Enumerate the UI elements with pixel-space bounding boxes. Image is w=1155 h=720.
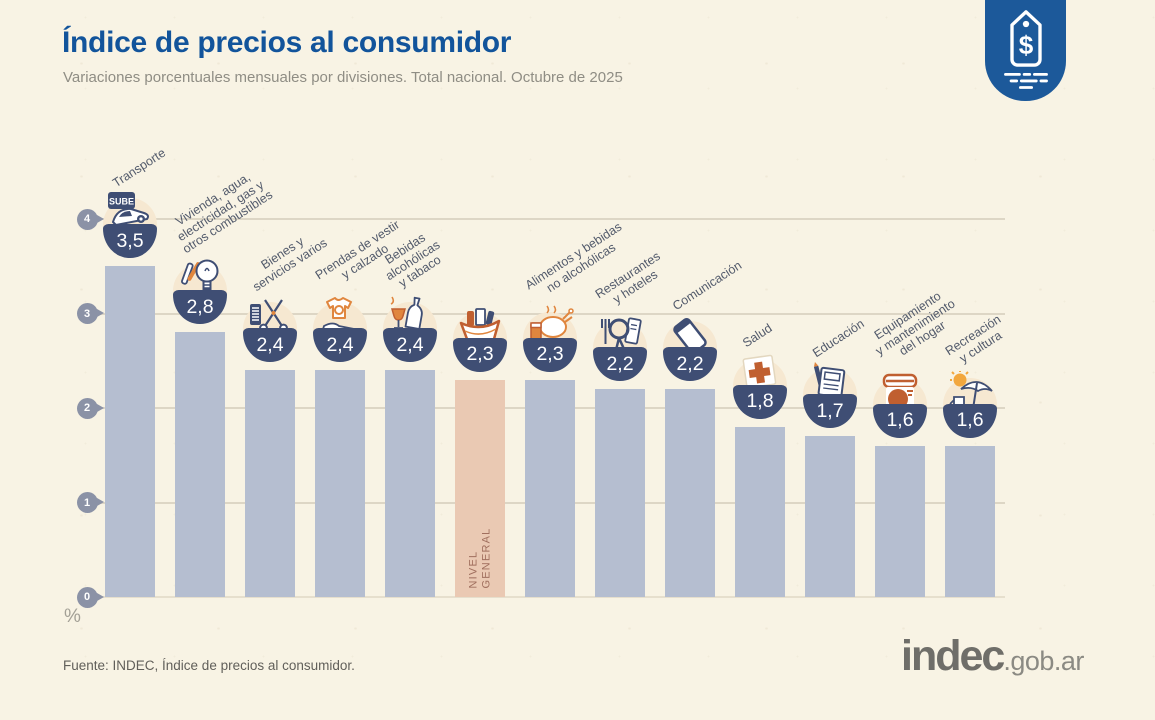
value-label-salud: 1,8 [733, 384, 787, 419]
roast-chicken-drink-icon [530, 305, 574, 340]
bar-nivel-general: NIVEL GENERAL [455, 379, 505, 597]
badge-bienes: 2,4 [242, 299, 298, 363]
y-axis-unit-label: % [64, 606, 81, 627]
bar-prendas [315, 370, 365, 597]
page-title: Índice de precios al consumidor [62, 26, 512, 59]
svg-text:SUBE: SUBE [109, 197, 134, 207]
bar-comunicacion [665, 389, 715, 597]
indec-logo-name: indec [901, 632, 1005, 680]
value-label-recreacion: 1,6 [943, 403, 997, 438]
badge-recreacion: 1,6 [942, 370, 998, 438]
badge-salud: 1,8 [732, 354, 788, 419]
bar-educacion [805, 436, 855, 598]
badge-prendas: 2,4 [312, 297, 368, 363]
sube-card-car-icon: SUBE [108, 192, 149, 227]
y-axis-tick-0: 0 [76, 586, 104, 608]
bar-equipamiento [875, 445, 925, 597]
shopping-basket-icon [459, 307, 501, 344]
indec-logo-domain: .gob.ar [1003, 646, 1084, 676]
currency-symbol: $ [1018, 30, 1033, 60]
value-label-restaurantes: 2,2 [593, 347, 647, 382]
badge-equipamiento: 1,6 [872, 373, 928, 438]
bar-bebidas [385, 370, 435, 597]
source-note: Fuente: INDEC, Índice de precios al cons… [63, 658, 355, 673]
badge-bebidas: 2,4 [382, 296, 438, 363]
page-subtitle: Variaciones porcentuales mensuales por d… [63, 69, 623, 86]
bar-salud [735, 426, 785, 597]
badge-transporte: SUBE 3,5 [102, 192, 158, 259]
gridline-y4 [97, 218, 1005, 220]
bar-restaurantes [595, 389, 645, 597]
y-axis-tick-2: 2 [76, 397, 104, 419]
y-axis-tick-3: 3 [76, 303, 104, 324]
badge-educacion: 1,7 [802, 362, 858, 429]
value-label-nivel-general: 2,3 [453, 337, 507, 372]
value-label-alimentos: 2,3 [523, 337, 577, 372]
y-axis-tick-1: 1 [76, 492, 104, 513]
badge-comunicacion: 2,2 [662, 318, 718, 382]
indec-price-tag-emblem: $ [985, 0, 1066, 101]
bar-transporte [105, 266, 155, 598]
value-label-transporte: 3,5 [103, 224, 157, 259]
value-label-vivienda: 2,8 [173, 290, 227, 325]
value-label-comunicacion: 2,2 [663, 347, 717, 382]
light-bulb-icon [181, 259, 219, 291]
badge-nivel-general: 2,3 [452, 307, 508, 372]
notebook-pencil-icon [813, 362, 846, 399]
gridline-y0 [97, 596, 1005, 598]
indec-logo: indec .gob.ar [901, 632, 1084, 681]
value-label-prendas: 2,4 [313, 328, 367, 363]
badge-alimentos: 2,3 [522, 305, 578, 372]
in-bar-label-nivel-general: NIVEL GENERAL [467, 527, 493, 589]
y-axis-tick-4: 4 [76, 208, 104, 230]
badge-vivienda: 2,8 [172, 259, 228, 325]
value-label-bienes: 2,4 [243, 328, 297, 363]
price-tag-icon: $ [1003, 10, 1048, 89]
value-label-educacion: 1,7 [803, 394, 857, 429]
bar-vivienda [175, 332, 225, 597]
badge-restaurantes: 2,2 [592, 317, 648, 382]
bar-recreacion [945, 445, 995, 597]
bar-bienes [245, 370, 295, 597]
value-label-bebidas: 2,4 [383, 328, 437, 363]
value-label-equipamiento: 1,6 [873, 403, 927, 438]
bar-alimentos [525, 379, 575, 597]
